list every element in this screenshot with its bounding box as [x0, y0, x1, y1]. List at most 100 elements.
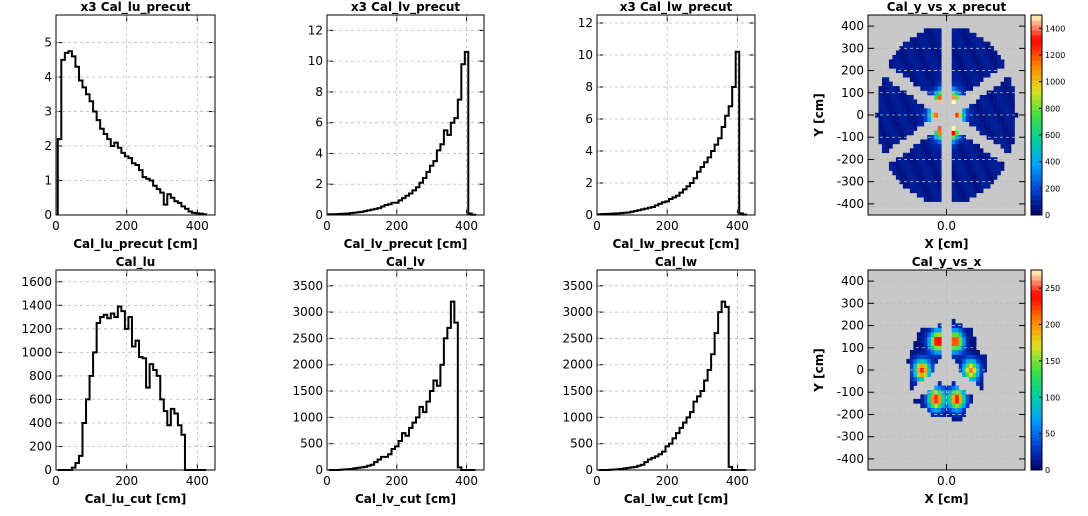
y-tick-label: 200: [841, 319, 864, 333]
heatmap-cell: [972, 183, 977, 189]
heatmap-cell: [997, 63, 1001, 69]
heatmap-cell: [895, 99, 900, 105]
heatmap-cell: [986, 130, 991, 136]
heatmap-cell: [976, 170, 980, 176]
heatmap-cell: [983, 103, 987, 109]
heatmap-cell: [934, 32, 939, 38]
heatmap-cell: [979, 385, 984, 391]
heatmap-cell: [878, 99, 883, 105]
heatmap-cell: [983, 363, 987, 369]
colorbar-segment: [1031, 210, 1042, 216]
heatmap-cell: [923, 358, 928, 364]
heatmap-cell: [990, 108, 994, 114]
heatmap-cell: [969, 152, 973, 158]
heatmap-cell: [958, 166, 963, 171]
heatmap-cell: [976, 108, 980, 114]
heatmap-cell: [937, 327, 942, 333]
heatmap-cell: [934, 81, 939, 87]
heatmap-cell: [930, 37, 935, 42]
heatmap-cell: [937, 37, 942, 42]
x-tick-label: 200: [385, 474, 408, 488]
heatmap-cell: [916, 72, 921, 78]
heatmap-cell: [979, 68, 984, 74]
heatmap-cell: [965, 161, 970, 167]
heatmap-cell: [1000, 59, 1005, 65]
heatmap-cell: [1011, 117, 1015, 122]
heatmap-cell: [934, 394, 939, 400]
heatmap-cell: [930, 363, 935, 369]
heatmap-cell: [990, 63, 994, 69]
heatmap-cell: [979, 37, 984, 42]
y-tick-label: -200: [837, 152, 864, 166]
heatmap-cell: [927, 108, 932, 114]
colorbar-segment: [1031, 310, 1042, 316]
heatmap-cell: [962, 372, 966, 377]
heatmap-cell: [1007, 130, 1012, 136]
heatmap-cell: [983, 161, 987, 167]
heatmap-cell: [937, 412, 942, 417]
heatmap-cell: [930, 345, 935, 351]
heatmap-cell: [913, 46, 918, 51]
x-tick-label: 0.0: [937, 474, 956, 488]
heatmap-cell: [955, 390, 960, 395]
heatmap-cell: [997, 166, 1001, 171]
heatmap-cell: [920, 175, 925, 180]
x-axis-label: Cal_lu_cut [cm]: [85, 492, 187, 507]
heatmap-cell: [969, 350, 973, 355]
heatmap-cell: [965, 28, 970, 34]
heatmap-cell: [895, 55, 900, 60]
heatmap-cell: [972, 50, 977, 56]
heatmap-cell: [937, 336, 942, 342]
heatmap-cell: [930, 50, 935, 56]
heatmap-cell: [993, 170, 998, 176]
heatmap-cell: [955, 394, 960, 400]
heatmap-cell: [969, 175, 973, 180]
y-tick-label: 10: [578, 48, 593, 62]
heatmap-cell: [1000, 95, 1005, 100]
heatmap-cell: [902, 175, 907, 180]
heatmap-cell: [951, 197, 956, 202]
heatmap-cell: [902, 55, 907, 60]
heatmap-cell: [1000, 130, 1005, 136]
y-tick-label: -400: [837, 197, 864, 211]
heatmap-cell: [916, 143, 921, 149]
heatmap-cell: [878, 126, 883, 131]
heatmap-cell: [920, 341, 925, 346]
histogram-series: [328, 300, 476, 471]
heatmap-cell: [972, 72, 977, 78]
heatmap-cell: [927, 139, 932, 145]
heatmap-cell: [1011, 108, 1015, 114]
heatmap-cell: [951, 37, 956, 42]
heatmap-cell: [986, 170, 991, 176]
heatmap-cell: [997, 90, 1001, 96]
heatmap-cell: [930, 341, 935, 346]
y-tick-label: 0: [585, 463, 593, 477]
heatmap-cell: [927, 55, 932, 60]
heatmap-cell: [930, 350, 935, 355]
heatmap-cell: [969, 59, 973, 65]
colorbar-segment: [1031, 410, 1042, 416]
heatmap-cell: [927, 358, 932, 364]
heatmap-cell: [979, 358, 984, 364]
heatmap-cell: [888, 99, 893, 105]
heatmap-cell: [909, 108, 914, 114]
heatmap-cell: [969, 358, 973, 364]
heatmap-cell: [986, 166, 991, 171]
heatmap-cell: [965, 37, 970, 42]
heatmap-cell: [1004, 77, 1008, 82]
heatmap-cell: [958, 175, 963, 180]
heatmap-cell: [923, 117, 928, 122]
heatmap-cell: [997, 135, 1001, 140]
colorbar-tick-label: 1200: [1045, 51, 1065, 60]
heatmap-cell: [955, 130, 960, 136]
colorbar-frame: [1030, 269, 1043, 471]
heatmap-cell: [916, 148, 921, 154]
heatmap-cell: [909, 99, 914, 105]
heatmap-cell: [955, 139, 960, 145]
heatmap-cell: [958, 41, 963, 47]
heatmap-cell: [885, 139, 890, 145]
heatmap-cell: [892, 126, 897, 131]
heatmap-cell: [906, 358, 911, 364]
x-tick-label: 200: [115, 219, 138, 233]
heatmap-cell: [965, 143, 970, 149]
